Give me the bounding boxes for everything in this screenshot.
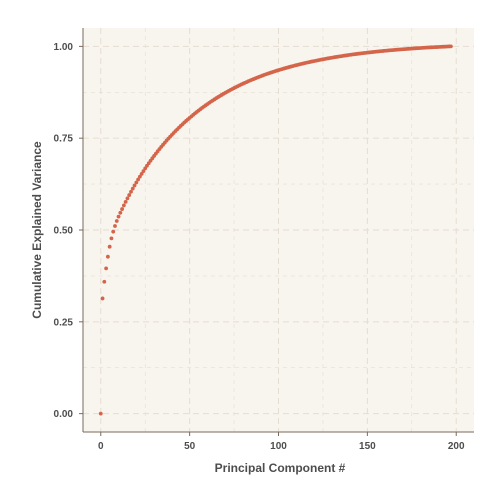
data-point — [105, 254, 110, 259]
data-point — [141, 169, 146, 174]
data-point — [104, 266, 109, 271]
grid-major — [83, 28, 474, 432]
data-point — [121, 203, 126, 208]
data-point — [102, 279, 107, 284]
x-tick-label: 100 — [270, 441, 287, 452]
data-point — [129, 189, 133, 194]
data-point — [113, 224, 117, 228]
y-tick-label: 1.00 — [54, 42, 74, 53]
x-tick-label: 150 — [359, 441, 376, 452]
data-point — [130, 186, 135, 191]
x-tick-label: 0 — [98, 441, 104, 452]
data-point — [114, 219, 119, 223]
data-points — [98, 44, 453, 416]
x-tick-label: 200 — [448, 441, 465, 452]
data-point — [134, 180, 139, 185]
data-point — [132, 183, 137, 188]
data-point — [127, 193, 132, 197]
y-tick-label: 0.75 — [54, 134, 74, 145]
x-axis-title: Principal Component # — [215, 461, 346, 475]
data-point — [100, 296, 105, 301]
data-point — [137, 174, 142, 179]
data-point — [118, 210, 123, 215]
x-axis-ticks: 0 50 100 150 200 — [98, 432, 465, 452]
data-point — [136, 177, 140, 182]
data-point — [448, 44, 453, 49]
x-tick-label: 50 — [184, 441, 196, 452]
data-point — [139, 171, 144, 176]
y-axis-title: Cumulative Explained Variance — [30, 141, 44, 319]
data-point — [120, 207, 124, 211]
data-point — [111, 229, 116, 234]
data-point — [109, 236, 114, 241]
data-point — [125, 196, 130, 201]
data-point — [123, 199, 128, 204]
data-point — [98, 411, 103, 416]
data-point — [116, 214, 121, 219]
y-tick-label: 0.25 — [54, 317, 74, 328]
data-point — [107, 244, 112, 249]
y-tick-label: 0.50 — [54, 226, 74, 237]
y-tick-label: 0.00 — [54, 409, 74, 420]
y-axis-ticks: 0.00 0.25 0.50 0.75 1.00 — [54, 42, 83, 420]
